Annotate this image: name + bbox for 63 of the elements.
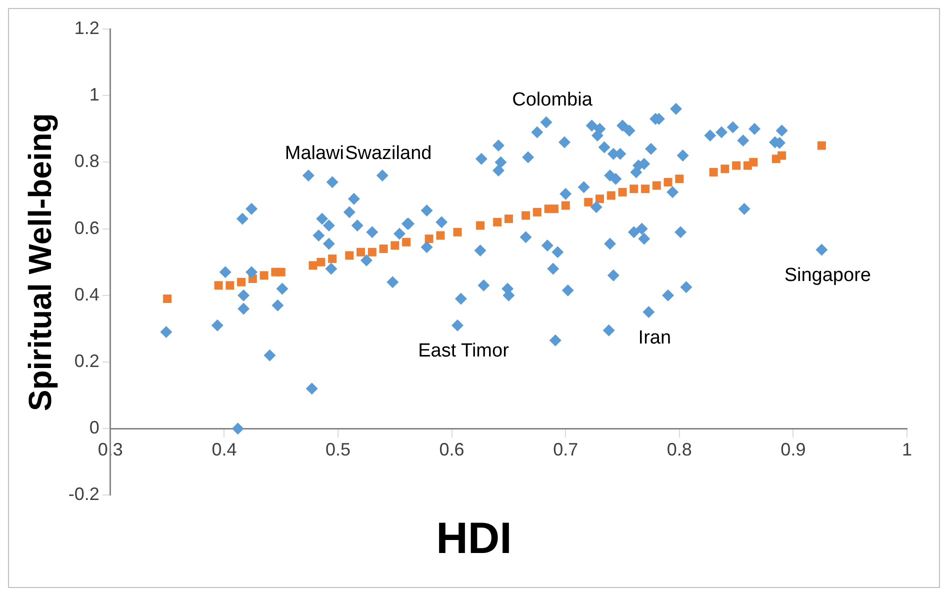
point [276,268,286,276]
point [630,184,638,194]
x-tick-label: 1 [902,439,912,460]
point [732,161,741,170]
point [402,238,411,246]
annotation: Singapore [784,265,871,286]
point [390,241,400,250]
point [424,234,434,244]
point [453,228,462,236]
y-tick-label: 0.2 [74,350,100,371]
x-tick-label: 0.4 [212,439,237,460]
y-tick-label: 0.6 [74,218,100,238]
point [237,278,246,286]
point [641,184,650,194]
point [675,174,684,184]
point [214,281,223,290]
annotation: Colombia [512,89,593,110]
point [709,168,718,176]
point [379,244,388,254]
point [345,251,354,260]
point [308,261,318,270]
point [226,281,234,290]
y-tick-label: 1 [89,84,100,105]
point [664,178,672,186]
x-tick-label: 0.5 [325,439,351,460]
point [749,158,758,166]
y-tick-label: -0.2 [68,484,100,504]
annotation: Swaziland [345,142,432,164]
y-tick-label: 0.8 [74,151,100,172]
point [316,258,326,266]
point [550,204,558,214]
x-tick-label: 0.7 [553,439,578,460]
point [328,254,337,264]
point [618,188,627,196]
point [606,191,616,200]
point [561,201,570,210]
point [368,248,376,256]
x-tick-label: 0.8 [666,439,692,460]
annotation: East Timor [418,340,510,362]
point [778,151,786,160]
point [720,164,730,174]
point [356,248,366,256]
x-tick-label: 0.9 [780,439,806,460]
y-tick-label: 0 [89,418,100,438]
point [522,211,530,220]
point [436,231,445,240]
annotation: Malawi [284,142,344,164]
y-tick-label: 1.2 [74,18,100,38]
y-tick-label: 0.4 [74,284,100,304]
x-axis-title: HDI [435,514,513,564]
point [476,221,484,230]
point [817,141,826,150]
point [596,194,604,204]
point [504,214,513,224]
point [493,218,502,226]
point [532,208,542,216]
point [584,198,593,206]
x-tick-label: 0.6 [439,439,464,460]
annotation: Iran [638,327,672,348]
point [163,294,172,303]
point [652,181,661,190]
point [260,271,268,280]
y-axis-title: Spiritual Well-being [22,113,58,412]
